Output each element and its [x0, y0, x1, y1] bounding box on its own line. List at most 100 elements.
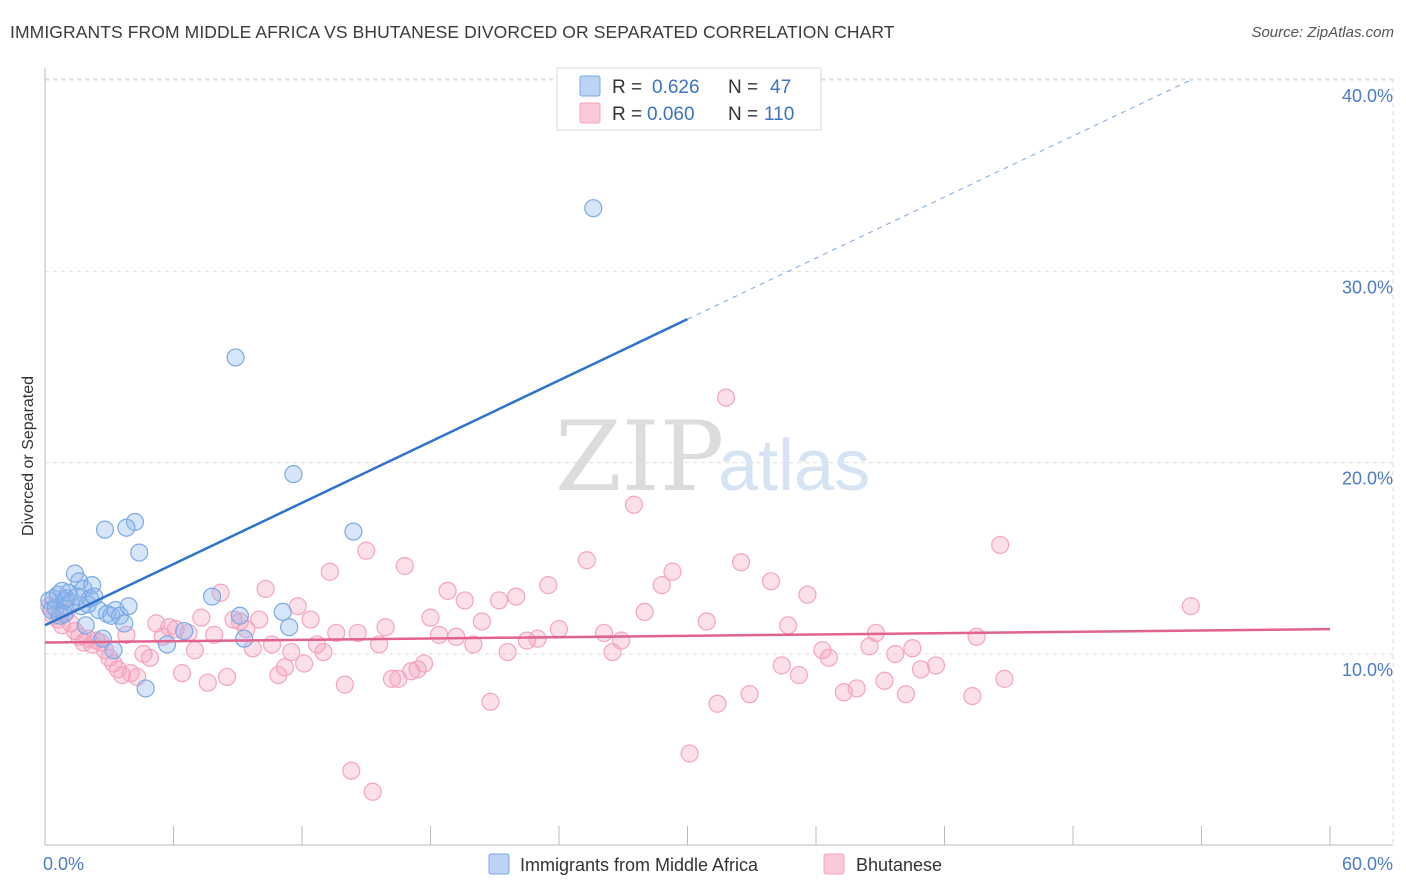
- legend-r-value-2: 0.060: [647, 104, 695, 125]
- trend-line-middle-africa-extension: [687, 79, 1192, 320]
- point-bhutanese-51: [327, 623, 346, 643]
- point-bhutanese-88: [697, 612, 716, 631]
- point-bhutanese-94: [772, 656, 791, 675]
- watermark-atlas: atlas: [718, 426, 870, 506]
- point-bhutanese-96: [789, 665, 808, 685]
- point-bhutanese-89: [708, 694, 727, 713]
- point-bhutanese-67: [438, 581, 457, 600]
- point-middle-africa-40: [284, 465, 303, 484]
- point-bhutanese-75: [507, 587, 526, 606]
- source-label: Source: ZipAtlas.com: [1251, 24, 1394, 41]
- point-bhutanese-72: [481, 692, 500, 711]
- point-bhutanese-33: [211, 583, 230, 602]
- point-middle-africa-33: [175, 621, 194, 641]
- point-bhutanese-115: [624, 495, 644, 514]
- point-bhutanese-113: [991, 535, 1010, 555]
- point-bhutanese-70: [464, 635, 483, 654]
- point-bhutanese-83: [594, 623, 614, 643]
- legend-n-value-1: 47: [770, 77, 791, 98]
- y-tick-label-10: 10.0%: [1342, 660, 1393, 680]
- point-middle-africa-28: [136, 679, 155, 698]
- point-bhutanese-32: [205, 625, 224, 644]
- series-legend: Immigrants from Middle Africa Bhutanese: [488, 853, 942, 875]
- point-bhutanese-61: [395, 556, 414, 576]
- point-middle-africa-44: [104, 641, 123, 660]
- point-bhutanese-82: [612, 631, 631, 650]
- point-bhutanese-99: [819, 648, 838, 667]
- point-middle-africa-36: [230, 606, 249, 625]
- point-middle-africa-38: [273, 602, 292, 622]
- point-bhutanese-71: [472, 612, 491, 631]
- trend-line-bhutanese: [44, 627, 1331, 644]
- point-bhutanese-91: [731, 553, 751, 572]
- point-middle-africa-17: [83, 576, 102, 595]
- point-middle-africa-32: [157, 635, 177, 654]
- point-bhutanese-18: [117, 625, 136, 644]
- legend-swatch-blue: [579, 75, 601, 97]
- point-bhutanese-31: [198, 673, 217, 692]
- legend-n-label-2: N =: [728, 104, 758, 125]
- point-bhutanese-87: [680, 744, 699, 763]
- legend-box: [556, 67, 822, 131]
- point-bhutanese-80: [577, 551, 596, 570]
- point-middle-africa-34: [202, 587, 222, 606]
- legend-r-label-1: R =: [612, 77, 642, 98]
- point-middle-africa-37: [235, 629, 254, 648]
- point-bhutanese-46: [295, 654, 314, 673]
- x-tick-labels: 0.0% 60.0%: [43, 854, 1393, 874]
- point-bhutanese-84: [635, 602, 654, 622]
- point-bhutanese-107: [903, 639, 922, 658]
- point-bhutanese-27: [172, 664, 192, 683]
- point-bhutanese-105: [886, 644, 905, 664]
- point-bhutanese-79: [549, 620, 569, 639]
- point-bhutanese-59: [382, 669, 402, 688]
- point-bhutanese-101: [847, 679, 866, 698]
- point-bhutanese-49: [314, 642, 333, 662]
- point-middle-africa-31: [130, 543, 149, 562]
- legend-r-value-1: 0.626: [652, 77, 700, 98]
- chart-title: IMMIGRANTS FROM MIDDLE AFRICA VS BHUTANE…: [10, 22, 895, 42]
- point-middle-africa-42: [584, 199, 603, 218]
- point-bhutanese-47: [301, 610, 320, 629]
- point-bhutanese-30: [192, 608, 211, 627]
- point-bhutanese-108: [911, 660, 931, 679]
- legend-n-value-2: 110: [764, 104, 794, 125]
- y-tick-label-30: 30.0%: [1342, 277, 1393, 297]
- point-middle-africa-35: [226, 348, 245, 367]
- point-bhutanese-106: [896, 685, 916, 704]
- y-tick-label-40: 40.0%: [1342, 86, 1393, 106]
- series-label-middle-africa: Immigrants from Middle Africa: [520, 855, 759, 875]
- y-tick-labels: 10.0% 20.0% 30.0% 40.0%: [1342, 86, 1393, 680]
- legend-swatch-pink: [579, 102, 601, 124]
- point-middle-africa-39: [280, 618, 299, 637]
- watermark: ZIP atlas: [555, 401, 870, 513]
- point-bhutanese-58: [376, 618, 395, 637]
- trend-line-middle-africa: [44, 318, 689, 627]
- point-bhutanese-41: [262, 635, 282, 654]
- point-bhutanese-40: [256, 579, 275, 599]
- series-swatch-pink: [823, 853, 845, 875]
- point-bhutanese-109: [926, 656, 946, 675]
- point-bhutanese-50: [320, 562, 339, 581]
- point-bhutanese-34: [217, 667, 237, 687]
- point-middle-africa-43: [76, 616, 95, 635]
- point-middle-africa-29: [95, 520, 115, 539]
- point-bhutanese-92: [740, 685, 759, 704]
- point-bhutanese-66: [429, 625, 449, 644]
- axes: [44, 68, 1393, 846]
- point-bhutanese-69: [455, 591, 474, 610]
- point-bhutanese-74: [498, 642, 517, 662]
- y-axis-label: Divorced or Separated: [20, 376, 37, 536]
- point-bhutanese-95: [779, 616, 798, 635]
- point-bhutanese-111: [967, 627, 986, 646]
- point-bhutanese-68: [447, 627, 466, 646]
- point-bhutanese-44: [282, 642, 301, 662]
- point-bhutanese-22: [140, 648, 160, 667]
- y-tick-label-20: 20.0%: [1342, 469, 1393, 489]
- point-bhutanese-54: [348, 623, 367, 643]
- point-bhutanese-86: [663, 562, 682, 581]
- point-middle-africa-46: [68, 587, 87, 606]
- x-tick-label-max: 60.0%: [1342, 854, 1393, 874]
- point-bhutanese-90: [716, 388, 736, 407]
